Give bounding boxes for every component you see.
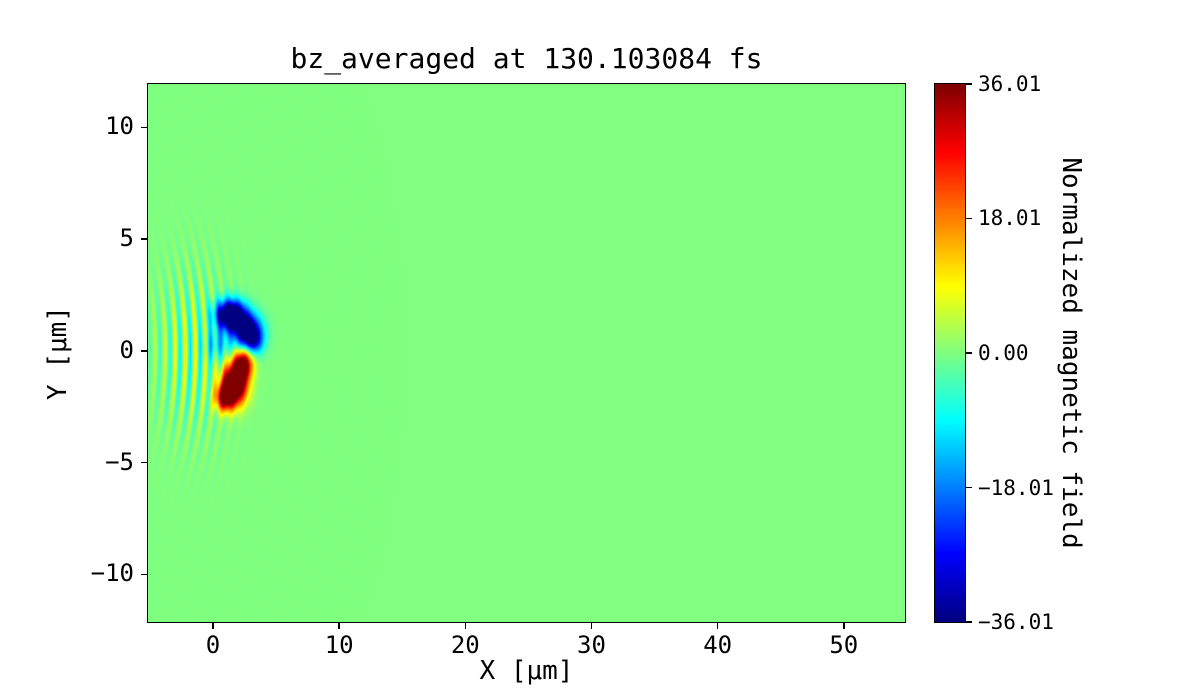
x-tick-label: 40 — [703, 631, 733, 659]
y-tick-label: 10 — [105, 112, 134, 141]
chart-title: bz_averaged at 130.103084 fs — [290, 42, 763, 75]
colorbar-label: Normalized magnetic field — [1056, 157, 1086, 549]
y-tick-label: −10 — [90, 559, 134, 588]
x-tick-mark — [212, 623, 214, 629]
y-tick-mark — [141, 350, 147, 352]
x-tick-label: 10 — [324, 631, 354, 659]
colorbar-tick-mark — [966, 352, 972, 354]
x-tick-label: 50 — [829, 631, 859, 659]
colorbar-tick-label: 18.01 — [978, 206, 1042, 231]
colorbar-tick-mark — [966, 83, 972, 85]
colorbar — [934, 83, 966, 623]
colorbar-tick-mark — [966, 217, 972, 220]
x-tick-label: 0 — [205, 631, 221, 659]
y-tick-mark — [141, 573, 147, 576]
y-tick-label: −5 — [105, 447, 134, 476]
colorbar-tick-mark — [966, 486, 972, 489]
colorbar-tick-mark — [966, 621, 972, 623]
y-tick-mark — [141, 238, 147, 240]
x-tick-label: 20 — [450, 631, 480, 659]
y-tick-label: 5 — [119, 223, 134, 252]
y-tick-mark — [141, 461, 147, 464]
x-tick-mark — [464, 623, 467, 629]
heatmap-canvas — [148, 84, 905, 622]
x-axis-label: X [μm] — [479, 656, 574, 686]
colorbar-tick-label: 0.00 — [978, 341, 1029, 365]
y-tick-mark — [141, 126, 147, 129]
x-tick-mark — [590, 623, 593, 629]
plot-area — [147, 83, 906, 623]
y-tick-label: 0 — [119, 335, 134, 364]
x-tick-mark — [843, 623, 845, 629]
colorbar-canvas — [935, 84, 965, 622]
colorbar-tick-label: 36.01 — [978, 72, 1042, 96]
colorbar-tick-label: −18.01 — [978, 475, 1054, 500]
x-tick-mark — [338, 623, 340, 629]
colorbar-tick-label: −36.01 — [978, 610, 1054, 634]
x-tick-label: 30 — [577, 631, 606, 659]
x-tick-mark — [716, 623, 719, 629]
